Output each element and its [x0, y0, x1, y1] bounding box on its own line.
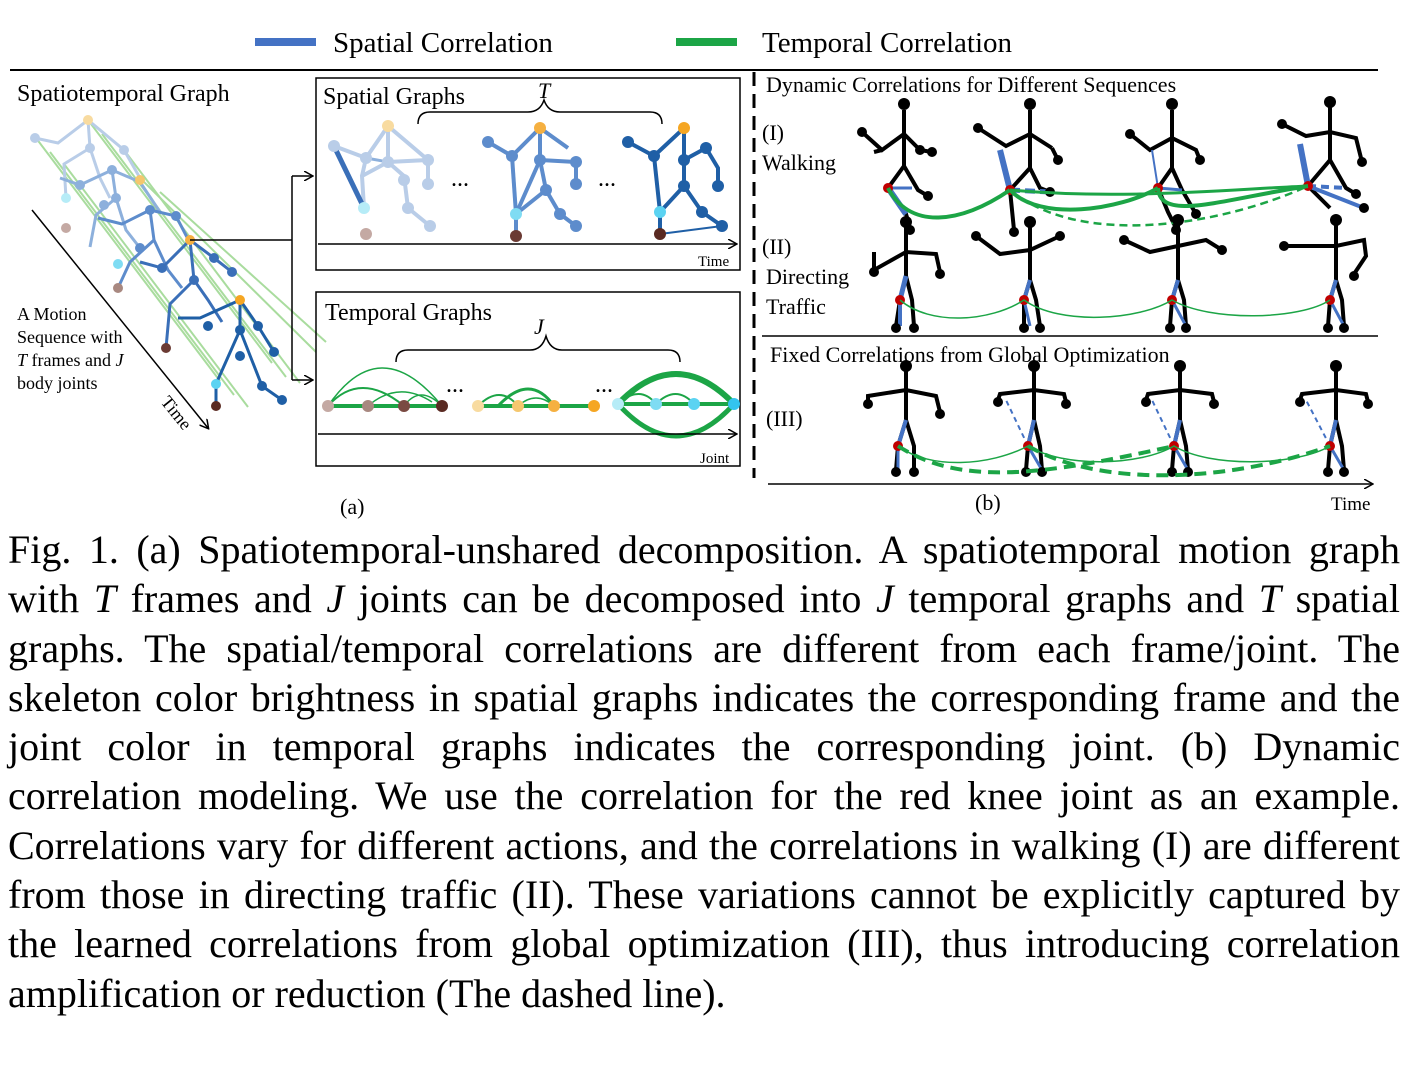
panel-b: Dynamic Correlations for Different Seque…: [762, 72, 1378, 515]
figure-1: Spatial Correlation Temporal Correlation…: [10, 27, 1378, 519]
temporal-ellipsis-2: ...: [595, 372, 613, 398]
spatial-brace-label: T: [538, 78, 552, 103]
spatial-brace: [417, 97, 663, 125]
temporal-legend-label: Temporal Correlation: [762, 27, 1013, 59]
temporal-graphs-box: Temporal Graphs J ...: [315, 291, 741, 467]
motion-frames-text: frames and: [27, 350, 115, 370]
spatial-legend-label: Spatial Correlation: [333, 27, 553, 59]
temporal-graphs-title: Temporal Graphs: [325, 300, 492, 326]
fixed-correlations-title: Fixed Correlations from Global Optimizat…: [770, 342, 1170, 367]
row-iii-number: (III): [766, 406, 803, 431]
motion-sequence-description: A Motion Sequence with T frames and J bo…: [17, 304, 124, 393]
fixed-correlation-skeletons: [863, 360, 1373, 478]
caption-text-4: temporal graphs and: [893, 576, 1259, 622]
row-i-number: (I): [762, 120, 784, 145]
caption-symbol-t-2: T: [1258, 576, 1281, 622]
panel-b-label: (b): [975, 490, 1001, 515]
legend: Spatial Correlation Temporal Correlation: [255, 27, 1013, 59]
panel-a-label: (a): [340, 494, 364, 519]
motion-text-line-3: T frames and J: [17, 350, 124, 370]
spatial-ellipsis-2: ...: [598, 166, 616, 192]
caption-symbol-t-1: T: [93, 576, 116, 622]
temporal-brace: [395, 333, 681, 363]
spatiotemporal-graph-title: Spatiotemporal Graph: [17, 81, 230, 107]
row-ii-name-2: Traffic: [766, 294, 826, 319]
spatial-time-label: Time: [698, 254, 729, 270]
caption-text-2: frames and: [115, 576, 327, 622]
motion-j-symbol: J: [115, 350, 124, 370]
motion-text-line-1: A Motion: [17, 304, 87, 324]
caption-text-3: joints can be decomposed into: [344, 576, 877, 622]
panel-b-time-label: Time: [1331, 494, 1370, 515]
row-ii-number: (II): [762, 234, 791, 259]
temporal-brace-label: J: [534, 314, 545, 339]
spatial-graphs-title: Spatial Graphs: [323, 84, 465, 110]
walking-skeletons: [857, 96, 1369, 237]
caption-text-5: spatial graphs. The spatial/temporal cor…: [8, 576, 1400, 1016]
spatial-graphs-box: Spatial Graphs T: [315, 77, 741, 271]
time-axis-arrow: [31, 209, 208, 428]
motion-text-line-2: Sequence with: [17, 327, 122, 347]
figure-caption: Fig. 1. (a) Spatiotemporal-unshared deco…: [8, 525, 1400, 1018]
dynamic-correlations-title: Dynamic Correlations for Different Seque…: [766, 72, 1176, 97]
panel-a: Spatiotemporal Graph: [10, 69, 1378, 519]
row-ii-name-1: Directing: [766, 264, 849, 289]
directing-traffic-skeletons: [869, 214, 1369, 333]
spatial-ellipsis-1: ...: [451, 166, 469, 192]
caption-text-1: Fig. 1. (a) Spatiotemporal-unshared deco…: [8, 527, 1400, 622]
motion-text-line-4: body joints: [17, 373, 98, 393]
time-axis-label: Time: [157, 392, 196, 434]
caption-symbol-j-1: J: [326, 576, 345, 622]
temporal-joint-label: Joint: [700, 451, 730, 467]
row-i-name: Walking: [762, 150, 836, 175]
decomposition-arrows: [190, 176, 312, 380]
motion-t-symbol: T: [17, 350, 29, 370]
temporal-ellipsis-1: ...: [446, 372, 464, 398]
caption-symbol-j-2: J: [876, 576, 894, 622]
